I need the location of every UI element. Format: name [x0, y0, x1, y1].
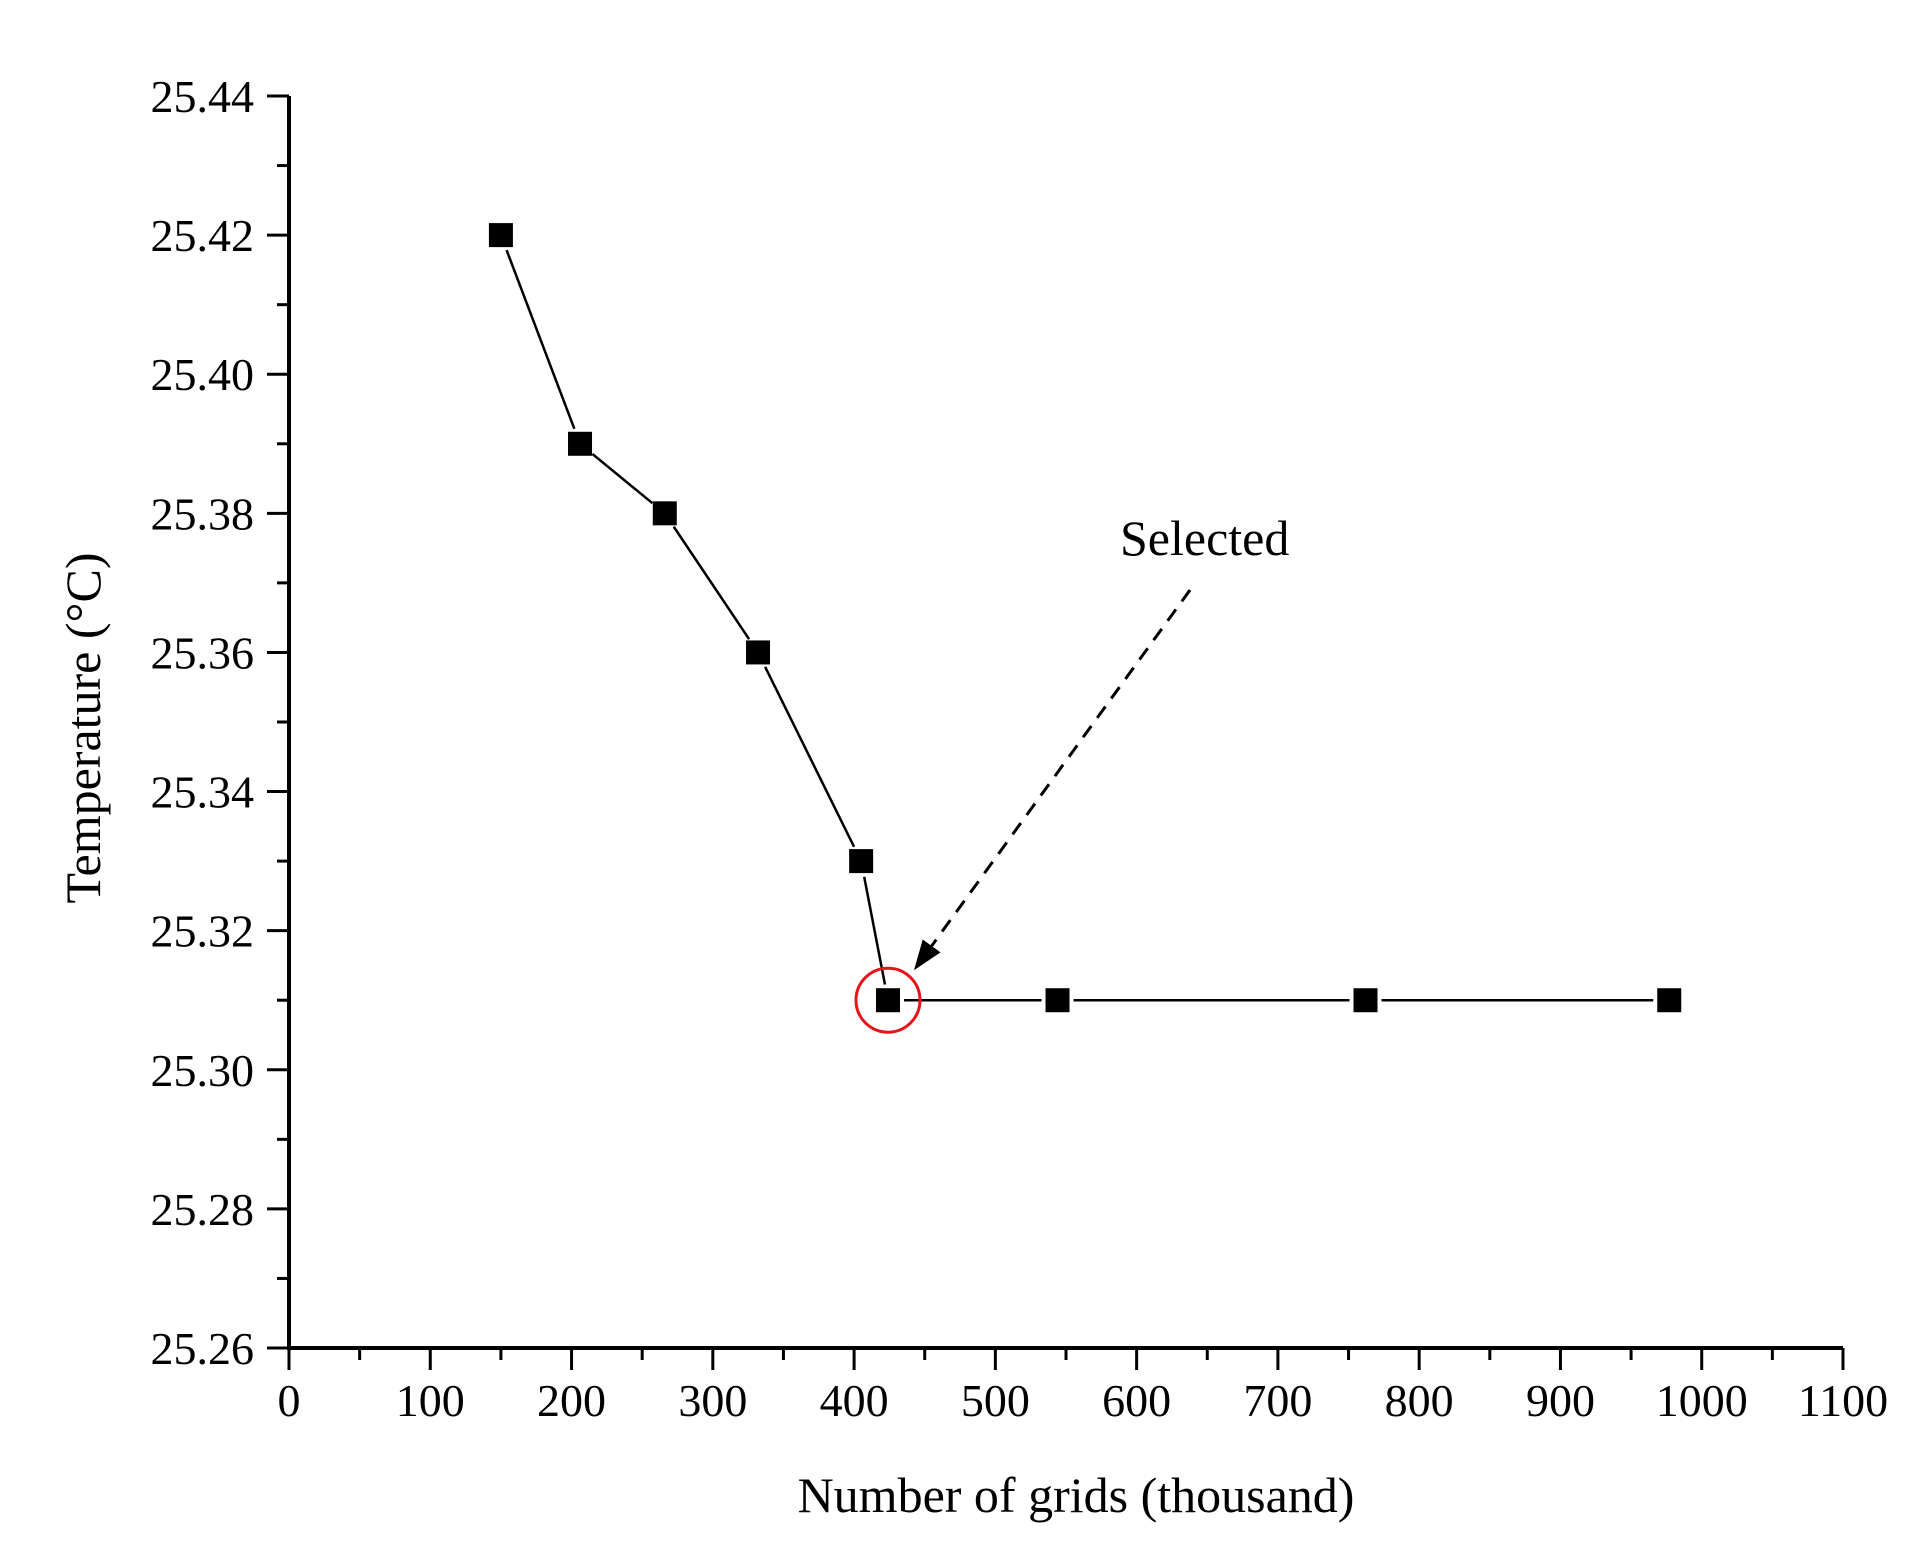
data-point-marker [652, 501, 677, 526]
data-point-marker [568, 431, 593, 456]
y-tick-label: 25.26 [151, 1323, 255, 1374]
x-tick-label: 800 [1385, 1375, 1454, 1426]
x-tick-label: 900 [1526, 1375, 1595, 1426]
y-tick-label: 25.30 [151, 1045, 255, 1096]
y-tick-label: 25.34 [151, 767, 255, 818]
x-tick-label: 700 [1243, 1375, 1312, 1426]
data-point-marker [1045, 988, 1070, 1013]
series-lines [505, 249, 1654, 1002]
series-line-segment [591, 452, 654, 505]
data-point-marker [488, 223, 513, 248]
series-line-segment [672, 525, 751, 640]
x-tick-label: 1100 [1798, 1375, 1888, 1426]
series-line-segment [862, 876, 887, 985]
selected-highlight-circle [854, 966, 922, 1034]
data-point-marker [746, 640, 771, 665]
annotation-arrow-shaft [930, 589, 1192, 947]
ticks: 0 100 200 300 400 500 600 700 800 900 1000 1100 25.2… [151, 71, 1889, 1426]
series-line-segment [505, 249, 576, 430]
annotation-group: Selected [854, 510, 1289, 1034]
annotation-label-selected: Selected [1120, 510, 1289, 566]
x-tick-label: 200 [537, 1375, 606, 1426]
data-point-marker [1353, 988, 1378, 1013]
data-point-marker [849, 849, 874, 874]
x-tick-label: 600 [1102, 1375, 1171, 1426]
data-point-marker [875, 988, 900, 1013]
y-tick-label: 25.44 [151, 71, 255, 122]
x-axis-title: Number of grids (thousand) [798, 1467, 1355, 1523]
y-tick-label: 25.36 [151, 627, 255, 678]
y-tick-label: 25.40 [151, 349, 255, 400]
x-tick-label: 300 [678, 1375, 747, 1426]
data-points [488, 223, 1682, 1013]
series-line-segment [763, 666, 856, 848]
x-tick-label: 0 [278, 1375, 301, 1426]
annotation-arrow-head [913, 939, 941, 971]
x-tick-label: 400 [820, 1375, 889, 1426]
y-tick-label: 25.32 [151, 906, 255, 957]
x-tick-label: 500 [961, 1375, 1030, 1426]
y-tick-label: 25.28 [151, 1184, 255, 1235]
y-tick-label: 25.38 [151, 488, 255, 539]
y-tick-label: 25.42 [151, 210, 255, 261]
data-point-marker [1657, 988, 1682, 1013]
x-tick-label: 1000 [1656, 1375, 1748, 1426]
y-axis-title: Temperature (°C) [55, 552, 111, 903]
x-tick-label: 100 [396, 1375, 465, 1426]
